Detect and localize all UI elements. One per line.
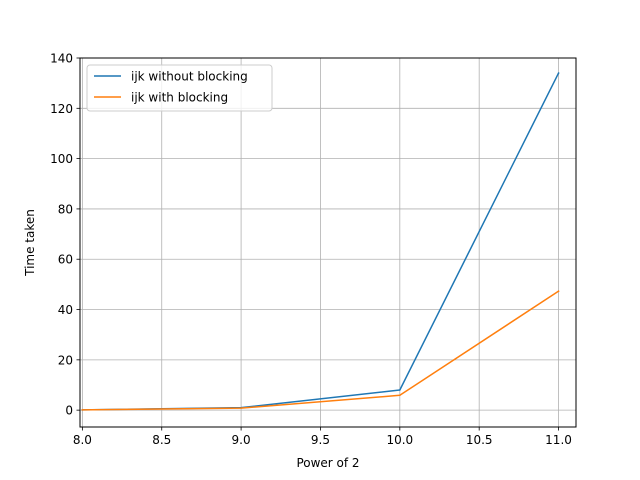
x-tick-label: 8.5 [152, 433, 171, 447]
legend-box [86, 64, 273, 112]
x-tick-label: 11.0 [545, 433, 572, 447]
data-point [81, 409, 84, 411]
x-tick-label: 9.5 [311, 433, 330, 447]
x-tick-label: 8.0 [73, 433, 92, 447]
y-tick-label: 100 [50, 152, 73, 166]
data-point [399, 389, 401, 391]
y-tick-label: 80 [58, 202, 73, 216]
data-point [557, 72, 560, 74]
y-tick-label: 60 [58, 253, 73, 267]
plot-frame [79, 57, 577, 428]
series-lines [81, 72, 560, 411]
y-tick-label: 140 [50, 52, 73, 66]
data-point [399, 394, 401, 397]
legend-label-without-blocking: ijk without blocking [131, 70, 248, 84]
y-tick-label: 120 [50, 102, 73, 116]
x-tick-label: 10.0 [386, 433, 413, 447]
x-tick-label: 9.0 [232, 433, 251, 447]
data-point [240, 407, 242, 409]
y-axis-label: Time taken [23, 209, 37, 277]
y-tick-label: 20 [58, 353, 73, 367]
axis-ticks: 8.0 8.5 9.0 9.5 10.0 10.5 11.0 0 20 40 60 80 100 120 1… [50, 52, 572, 448]
data-point [557, 290, 560, 292]
legend: ijk without blocking ijk with blocking [86, 64, 273, 112]
y-tick-label: 0 [65, 404, 73, 418]
x-tick-label: 10.5 [466, 433, 493, 447]
x-axis-label: Power of 2 [296, 456, 359, 470]
legend-label-with-blocking: ijk with blocking [131, 91, 228, 105]
y-tick-label: 40 [58, 303, 73, 317]
series-line-1 [81, 290, 560, 411]
